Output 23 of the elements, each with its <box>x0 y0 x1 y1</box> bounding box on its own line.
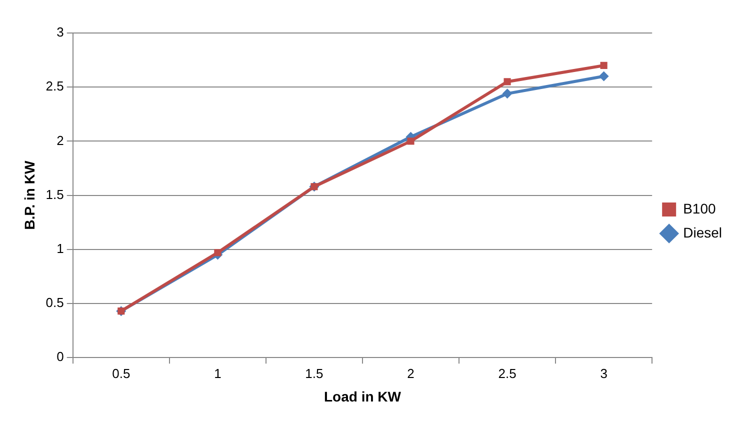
x-tick-label: 2 <box>407 366 414 381</box>
point <box>504 78 511 86</box>
y-axis-title: B.P. in KW <box>21 160 38 230</box>
y-tick-label: 2.5 <box>46 78 64 94</box>
x-tick-label: 1 <box>214 366 222 381</box>
y-tick-label: 3 <box>56 24 64 40</box>
x-tick-label: 2.5 <box>498 366 516 381</box>
y-tick-label: 0.5 <box>46 295 64 310</box>
y-tick-label: 2 <box>56 132 64 148</box>
point <box>502 88 512 99</box>
point <box>600 62 608 69</box>
x-tick-label: 3 <box>600 366 608 381</box>
x-tick-label: 0.5 <box>112 366 130 381</box>
y-tick-label: 0 <box>56 349 64 364</box>
point <box>214 249 222 256</box>
point <box>407 138 414 145</box>
y-tick-label: 1 <box>56 240 64 256</box>
legend-label: Diesel <box>683 224 722 240</box>
point <box>598 71 609 82</box>
y-tick-label: 1.5 <box>46 186 64 202</box>
legend-label: B100 <box>683 200 716 216</box>
x-axis-title: Load in KW <box>324 388 402 404</box>
x-tick-label: 1.5 <box>305 366 324 381</box>
